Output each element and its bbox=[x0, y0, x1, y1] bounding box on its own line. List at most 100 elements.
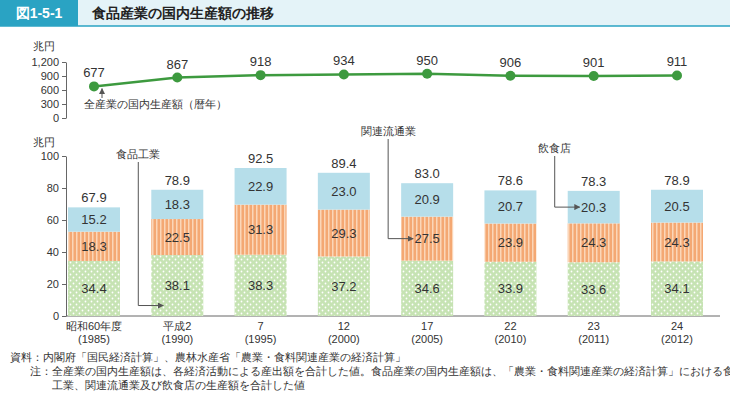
bar-data-label: 20.3 bbox=[581, 200, 606, 215]
x-tick-label-line: 7 bbox=[258, 320, 264, 332]
bar-data-label: 24.3 bbox=[581, 235, 606, 250]
bottom-y-axis-tick-label: 0 bbox=[53, 310, 59, 322]
bottom-y-axis-tick-label: 20 bbox=[47, 278, 59, 290]
bar-total-label: 78.6 bbox=[498, 173, 523, 188]
line-data-label: 677 bbox=[83, 65, 105, 80]
x-tick-label-line: (1985) bbox=[78, 333, 110, 345]
line-point bbox=[172, 73, 182, 83]
bottom-y-axis-tick: 0 bbox=[53, 310, 66, 322]
bar-total-label: 89.4 bbox=[331, 156, 356, 171]
bar-segment bbox=[651, 190, 703, 223]
bottom-y-axis-tick-mark bbox=[62, 316, 66, 317]
bar-data-label: 34.6 bbox=[414, 281, 439, 296]
x-tick-label-line: (2010) bbox=[495, 333, 527, 345]
bar-data-label: 23.9 bbox=[498, 235, 523, 250]
bar-segment bbox=[68, 232, 120, 261]
bar-segment bbox=[151, 219, 203, 255]
line-data-label: 901 bbox=[583, 55, 605, 70]
line-data-label: 867 bbox=[166, 57, 188, 72]
bar-data-label: 27.5 bbox=[414, 231, 439, 246]
top-y-axis-tick-mark bbox=[62, 118, 66, 119]
bar-total-label: 67.9 bbox=[81, 190, 106, 205]
bar-data-label: 22.9 bbox=[248, 179, 273, 194]
top-y-axis-tick: 0 bbox=[53, 112, 66, 124]
figure-label-box bbox=[0, 0, 78, 26]
bar-segment bbox=[568, 262, 620, 316]
bar-data-label: 33.6 bbox=[581, 282, 606, 297]
bar-segment bbox=[401, 261, 453, 316]
bar-total-label: 78.9 bbox=[165, 173, 190, 188]
bottom-y-axis-line bbox=[66, 157, 67, 317]
x-tick-label: 平成2(1990) bbox=[161, 320, 193, 345]
line-plot bbox=[89, 69, 682, 92]
bar-data-label: 33.9 bbox=[498, 281, 523, 296]
bottom-y-axis-tick-label: 80 bbox=[47, 182, 59, 194]
top-y-axis-tick: 900 bbox=[41, 70, 66, 82]
bar-segment bbox=[651, 223, 703, 262]
x-tick-label-line: 昭和60年度 bbox=[66, 320, 122, 332]
bar-data-label: 24.3 bbox=[664, 235, 689, 250]
bar-data-label: 38.3 bbox=[248, 278, 273, 293]
chart-root: 図1-5-1食品産業の国内生産額の推移兆円03006009001,2006778… bbox=[0, 0, 730, 394]
top-y-axis-tick: 600 bbox=[41, 84, 66, 96]
series-callout: 飲食店 bbox=[538, 142, 571, 154]
x-tick-label-line: (2000) bbox=[328, 333, 360, 345]
top-y-axis-tick-label: 0 bbox=[53, 112, 59, 124]
bar-data-label: 15.2 bbox=[81, 212, 106, 227]
bottom-y-axis-tick-label: 40 bbox=[47, 246, 59, 258]
top-y-axis-tick-label: 600 bbox=[41, 84, 59, 96]
x-tick-label-line: (1990) bbox=[161, 333, 193, 345]
bar-segment bbox=[484, 190, 536, 223]
bar-segment bbox=[318, 210, 370, 257]
bar-data-label: 34.4 bbox=[81, 281, 106, 296]
note: 工業、関連流通業及び飲食店の生産額を合計した値 bbox=[52, 379, 305, 391]
bottom-y-axis-tick-mark bbox=[62, 220, 66, 221]
x-tick-label-line: 12 bbox=[338, 320, 350, 332]
bar-data-label: 18.3 bbox=[81, 239, 106, 254]
bar-segment bbox=[484, 262, 536, 316]
top-y-axis-tick-mark bbox=[62, 104, 66, 105]
bar-data-label: 37.2 bbox=[331, 279, 356, 294]
bar-data-label: 31.3 bbox=[248, 222, 273, 237]
top-y-axis-line bbox=[66, 63, 67, 119]
bar-data-label: 20.5 bbox=[664, 199, 689, 214]
bar-data-label: 34.1 bbox=[664, 281, 689, 296]
x-tick-label-line: (2012) bbox=[661, 333, 693, 345]
figure-label: 図1-5-1 bbox=[16, 5, 63, 21]
top-y-axis-tick-label: 900 bbox=[41, 70, 59, 82]
bottom-y-axis-tick-label: 60 bbox=[47, 214, 59, 226]
bottom-y-axis-tick: 20 bbox=[47, 278, 66, 290]
bottom-y-axis: 0 20 40 60 80 100 bbox=[41, 150, 67, 322]
bar-plot bbox=[68, 168, 703, 316]
x-tick-label: 17(2005) bbox=[411, 320, 443, 345]
bottom-y-axis-tick: 40 bbox=[47, 246, 66, 258]
bar-data-label: 22.5 bbox=[165, 230, 190, 245]
bar-segment bbox=[235, 168, 287, 205]
x-tick-label: 昭和60年度(1985) bbox=[66, 320, 122, 345]
y-axis-title: 兆円 bbox=[33, 136, 55, 148]
bottom-y-axis-tick: 80 bbox=[47, 182, 66, 194]
bar-total-label: 78.9 bbox=[664, 173, 689, 188]
bottom-y-axis-tick: 100 bbox=[41, 150, 66, 162]
bar-data-label: 23.0 bbox=[331, 184, 356, 199]
top-y-axis-tick-mark bbox=[62, 62, 66, 63]
annotation: 全産業の国内生産額（暦年） bbox=[84, 98, 227, 110]
bar-data-label: 20.7 bbox=[498, 199, 523, 214]
bar-total-label: 78.3 bbox=[581, 174, 606, 189]
top-y-axis-tick-mark bbox=[62, 76, 66, 77]
line-data-label: 906 bbox=[500, 55, 522, 70]
bottom-y-axis-tick-mark bbox=[62, 284, 66, 285]
line-data-label: 918 bbox=[250, 54, 272, 69]
chart-title: 食品産業の国内生産額の推移 bbox=[91, 5, 274, 21]
top-y-axis-tick-label: 300 bbox=[41, 98, 59, 110]
x-tick-label: 24(2012) bbox=[661, 320, 693, 345]
top-y-axis-tick: 300 bbox=[41, 98, 66, 110]
line-point bbox=[672, 70, 682, 80]
bar-data-label: 18.3 bbox=[165, 197, 190, 212]
bottom-y-axis-tick: 60 bbox=[47, 214, 66, 226]
bar-segment bbox=[68, 207, 120, 231]
bottom-y-axis-tick-label: 100 bbox=[41, 150, 59, 162]
y-axis-title: 兆円 bbox=[33, 40, 55, 52]
line-point bbox=[422, 69, 432, 79]
bar-segment bbox=[235, 255, 287, 316]
